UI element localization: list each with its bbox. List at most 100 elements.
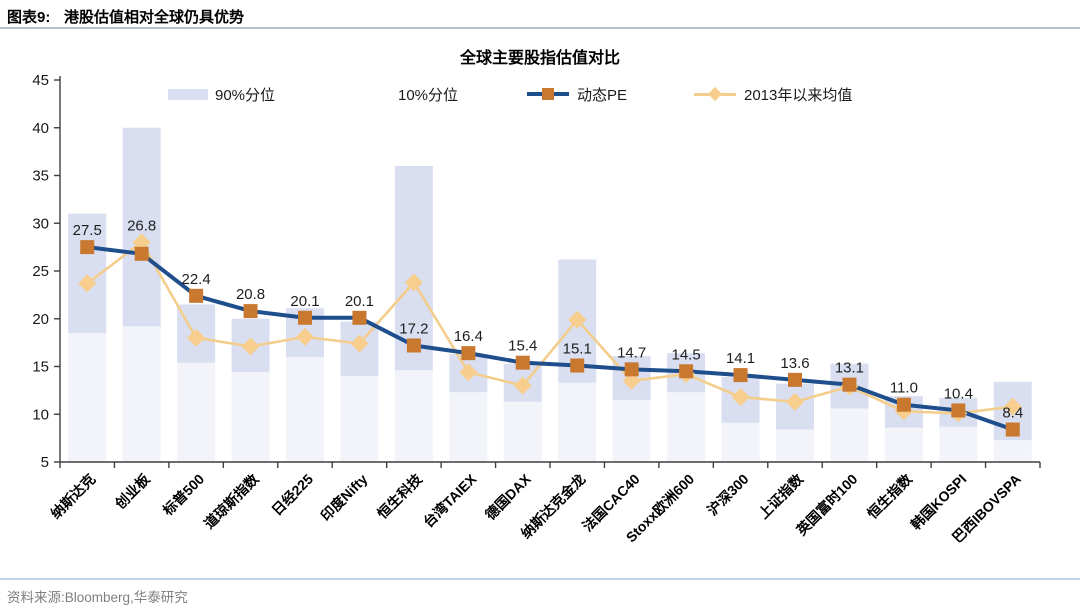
percentile-stripe: [340, 376, 379, 462]
pe-square-marker: [461, 346, 476, 361]
mean-diamond-marker: [1003, 397, 1022, 416]
pe-value-label: 8.4: [1002, 405, 1023, 422]
pe-value-label: 14.7: [617, 344, 646, 361]
x-axis-category-label: 沪深300: [704, 471, 752, 519]
pe-value-label: 17.2: [399, 320, 428, 337]
y-axis-tick-label: 35: [32, 168, 49, 185]
legend-swatch-bar-icon: [168, 88, 208, 100]
percentile-stripe: [231, 372, 270, 462]
y-axis-tick-label: 5: [41, 454, 49, 471]
pe-value-label: 27.5: [73, 222, 102, 239]
mean-diamond-marker: [404, 273, 423, 292]
pe-square-marker: [243, 304, 258, 319]
y-axis-tick-label: 15: [32, 359, 49, 376]
legend-item-10th-percentile: 10%分位: [398, 84, 458, 104]
percentile-stripe: [721, 422, 760, 462]
mean-diamond-marker: [350, 334, 369, 353]
figure-footer: 资料来源:Bloomberg,华泰研究: [0, 578, 1080, 606]
percentile-stripe: [394, 370, 433, 462]
pe-square-marker: [842, 377, 857, 392]
pe-square-marker: [515, 355, 530, 370]
pe-value-label: 26.8: [127, 217, 156, 234]
figure-title: 港股估值相对全球仍具优势: [64, 9, 245, 26]
percentile-stripe: [286, 356, 324, 462]
pe-value-label: 20.8: [236, 286, 265, 303]
legend-swatch-line-diamond-icon: [694, 86, 736, 101]
mean-diamond-marker: [786, 392, 804, 411]
percentile-stripe: [612, 399, 651, 462]
x-axis-category-label: 恒生指数: [864, 470, 916, 522]
data-source-note: 资料来源:Bloomberg,华泰研究: [7, 590, 188, 605]
figure-number-label: 图表9:: [7, 9, 51, 26]
pe-value-label: 22.4: [182, 271, 211, 288]
percentile-stripe: [558, 382, 597, 462]
pe-value-label: 14.1: [726, 350, 755, 367]
pe-square-marker: [1005, 422, 1020, 437]
pe-value-label: 15.1: [563, 341, 592, 358]
percentile-range-bar: [394, 165, 433, 371]
x-axis-category-label: 创业板: [111, 470, 153, 512]
mean-diamond-marker: [78, 274, 97, 293]
pe-value-label: 20.1: [345, 293, 374, 310]
mean-diamond-marker: [513, 376, 532, 395]
mean-diamond-marker: [296, 327, 314, 346]
pe-line: [86, 245, 1014, 432]
mean-diamond-marker: [241, 337, 260, 356]
y-axis-tick-label: 20: [32, 311, 49, 328]
percentile-stripe: [68, 333, 107, 462]
x-axis-category-label: 印度Nifty: [317, 471, 370, 524]
pe-value-label: 13.6: [780, 355, 809, 372]
percentile-stripe: [122, 326, 161, 462]
percentile-stripe: [993, 440, 1032, 462]
y-axis-tick-label: 40: [32, 120, 49, 137]
y-axis-tick-label: 45: [32, 72, 49, 89]
figure-header: 图表9: 港股估值相对全球仍具优势: [0, 0, 1080, 29]
x-axis-category-label: 台湾TAIEX: [420, 470, 480, 530]
mean-diamond-marker: [187, 328, 206, 347]
percentile-stripe: [449, 392, 488, 462]
pe-square-marker: [624, 362, 639, 377]
pe-square-marker: [352, 310, 367, 325]
x-axis-category-label: 标普500: [159, 471, 207, 519]
percentile-stripe: [667, 392, 706, 462]
x-axis-category-label: 上证指数: [755, 470, 807, 522]
percentile-stripe: [177, 362, 216, 462]
pe-square-marker: [788, 372, 802, 387]
pe-square-marker: [951, 403, 966, 418]
legend-label: 2013年以来均值: [744, 86, 853, 104]
legend-label: 10%分位: [398, 86, 459, 104]
percentile-stripe: [830, 408, 869, 462]
y-axis-tick-label: 10: [32, 406, 49, 423]
percentile-stripe: [884, 427, 923, 462]
pe-square-marker: [134, 246, 149, 261]
legend-item-90th-percentile: 90%分位: [168, 84, 275, 104]
legend-label: 90%分位: [215, 86, 276, 104]
mean-diamond-marker: [459, 363, 478, 382]
legend-swatch-line-square-icon: [527, 88, 569, 100]
mean-diamond-marker: [731, 388, 750, 407]
legend-item-dynamic-pe: 动态PE: [527, 84, 627, 104]
pe-value-label: 14.5: [672, 346, 701, 363]
y-axis-tick-label: 30: [32, 215, 49, 232]
x-axis-category-label: 日经225: [268, 471, 316, 519]
pe-square-marker: [298, 310, 312, 325]
pe-square-marker: [189, 288, 204, 303]
percentile-stripe: [776, 429, 814, 462]
x-axis-category-label: 纳斯达克: [47, 471, 98, 522]
chart-title: 全球主要股指估值对比: [459, 50, 620, 67]
y-axis-tick-label: 25: [32, 263, 49, 280]
legend-label: 动态PE: [577, 86, 628, 104]
pe-value-label: 11.0: [890, 380, 918, 397]
pe-value-label: 15.4: [508, 338, 537, 355]
pe-value-label: 13.1: [835, 360, 864, 377]
percentile-stripe: [503, 401, 542, 462]
percentile-range-bar: [122, 127, 161, 327]
pe-value-label: 16.4: [454, 328, 483, 345]
percentile-stripe: [939, 426, 978, 462]
legend-item-mean-since-2013: 2013年以来均值: [694, 84, 852, 104]
pe-square-marker: [733, 368, 748, 383]
pe-square-marker: [570, 358, 585, 373]
pe-square-marker: [406, 338, 421, 353]
